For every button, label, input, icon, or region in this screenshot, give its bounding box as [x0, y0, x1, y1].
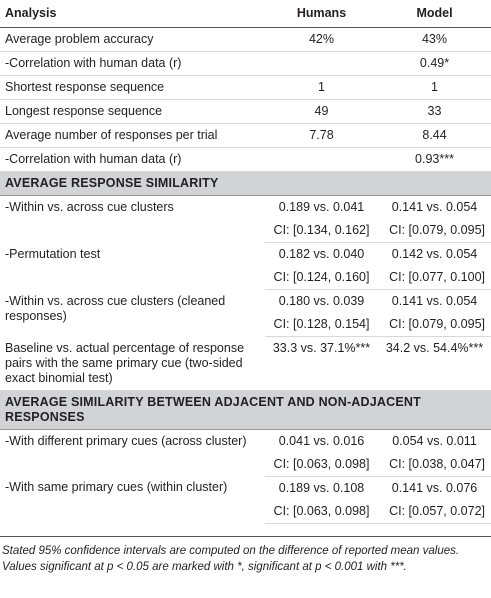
row-label: Average problem accuracy	[0, 27, 265, 52]
humans-cell: 49	[265, 99, 378, 124]
model-cell: 34.2 vs. 54.4%***	[378, 336, 491, 391]
table-row: Longest response sequence 49 33	[0, 99, 491, 124]
humans-cell: CI: [0.063, 0.098]	[265, 499, 378, 524]
row-label: -Within vs. across cue clusters	[5, 200, 174, 214]
humans-cell: 0.041 vs. 0.016	[278, 433, 365, 448]
table-row: Average problem accuracy 42% 43%	[0, 27, 491, 52]
model-cell: 33	[378, 99, 491, 124]
humans-cell: 0.182 vs. 0.040	[278, 247, 365, 261]
humans-cell	[265, 51, 378, 76]
header-cell: Humans	[265, 2, 378, 28]
humans-cell: CI: [0.134, 0.162]	[265, 219, 378, 243]
table-row: CI: [0.134, 0.162] CI: [0.079, 0.095]	[0, 219, 491, 243]
model-cell: 0.141 vs. 0.054	[391, 200, 478, 214]
table-header: Analysis Humans Model	[0, 2, 491, 28]
table-row: Shortest response sequence 1 1	[0, 75, 491, 100]
table-row: -Within vs. across cue clusters (cleaned…	[0, 290, 491, 323]
model-cell: CI: [0.079, 0.095]	[378, 313, 491, 337]
humans-cell: CI: [0.128, 0.154]	[265, 313, 378, 337]
table-row: CI: [0.124, 0.160] CI: [0.077, 0.100]	[0, 266, 491, 290]
model-cell: 0.054 vs. 0.011	[392, 433, 477, 448]
humans-cell: 0.189 vs. 0.108	[278, 480, 365, 495]
table-container: Analysis Humans Model Average problem ac…	[0, 2, 491, 575]
row-label: Shortest response sequence	[0, 75, 265, 100]
table-row: -With different primary cues (across clu…	[0, 429, 491, 453]
table-row: -Permutation test 0.182 vs. 0.040 0.142 vs…	[0, 243, 491, 267]
model-cell: 8.44	[378, 123, 491, 148]
row-label: -Permutation test	[5, 246, 101, 261]
header-cell: Model	[378, 2, 491, 28]
row-label: -Correlation with human data (r)	[0, 51, 265, 76]
humans-cell: 42%	[265, 27, 378, 52]
header-cell: Analysis	[0, 2, 265, 28]
model-cell: 0.141 vs. 0.076	[391, 480, 478, 495]
section-title: AVERAGE SIMILARITY BETWEEN ADJACENT AND …	[0, 389, 491, 430]
header-row: Analysis Humans Model	[0, 2, 491, 28]
humans-cell	[265, 147, 378, 172]
table-note: Stated 95% confidence intervals are comp…	[0, 535, 491, 575]
model-cell: 0.49*	[378, 51, 491, 76]
humans-cell: 0.189 vs. 0.041	[278, 200, 365, 214]
table-row: -Correlation with human data (r) 0.49*	[0, 51, 491, 76]
section-row: AVERAGE SIMILARITY BETWEEN ADJACENT AND …	[0, 389, 491, 430]
row-label: -Correlation with human data (r)	[0, 147, 265, 172]
table-row: -Correlation with human data (r) 0.93***	[0, 147, 491, 172]
row-label: -With same primary cues (within cluster)	[5, 480, 228, 494]
model-cell: CI: [0.079, 0.095]	[378, 219, 491, 243]
table-row: Baseline vs. actual percentage of respon…	[0, 336, 491, 391]
model-cell: 0.141 vs. 0.054	[391, 294, 478, 308]
model-cell: 0.93***	[378, 147, 491, 172]
humans-cell: 1	[265, 75, 378, 100]
model-cell: 1	[378, 75, 491, 100]
humans-cell: CI: [0.124, 0.160]	[265, 266, 378, 290]
model-cell: 0.142 vs. 0.054	[391, 247, 478, 261]
row-label: Baseline vs. actual percentage of respon…	[0, 336, 265, 391]
model-cell: CI: [0.057, 0.072]	[378, 499, 491, 524]
results-table: Analysis Humans Model Average problem ac…	[0, 2, 491, 524]
humans-cell: 7.78	[265, 123, 378, 148]
humans-cell: CI: [0.063, 0.098]	[265, 452, 378, 477]
row-label: Longest response sequence	[0, 99, 265, 124]
section-row: AVERAGE RESPONSE SIMILARITY	[0, 171, 491, 196]
table-row: CI: [0.063, 0.098] CI: [0.057, 0.072]	[0, 499, 491, 524]
humans-cell: 0.180 vs. 0.039	[278, 294, 365, 308]
row-label: -With different primary cues (across clu…	[5, 433, 247, 448]
table-row: CI: [0.063, 0.098] CI: [0.038, 0.047]	[0, 452, 491, 477]
model-cell: CI: [0.038, 0.047]	[378, 452, 491, 477]
model-cell: CI: [0.077, 0.100]	[378, 266, 491, 290]
row-label: Average number of responses per trial	[0, 123, 265, 148]
section-title: AVERAGE RESPONSE SIMILARITY	[0, 171, 491, 196]
row-label: -Within vs. across cue clusters (cleaned…	[5, 293, 226, 323]
table-body: Average problem accuracy 42% 43% -Correlati…	[0, 27, 491, 524]
table-row: CI: [0.128, 0.154] CI: [0.079, 0.095]	[0, 313, 491, 337]
model-cell: 43%	[378, 27, 491, 52]
humans-cell: 33.3 vs. 37.1%***	[265, 336, 378, 391]
table-row: -With same primary cues (within cluster)…	[0, 476, 491, 500]
table-row: Average number of responses per trial 7.7…	[0, 123, 491, 148]
table-row: -Within vs. across cue clusters 0.189 vs.…	[0, 196, 491, 220]
